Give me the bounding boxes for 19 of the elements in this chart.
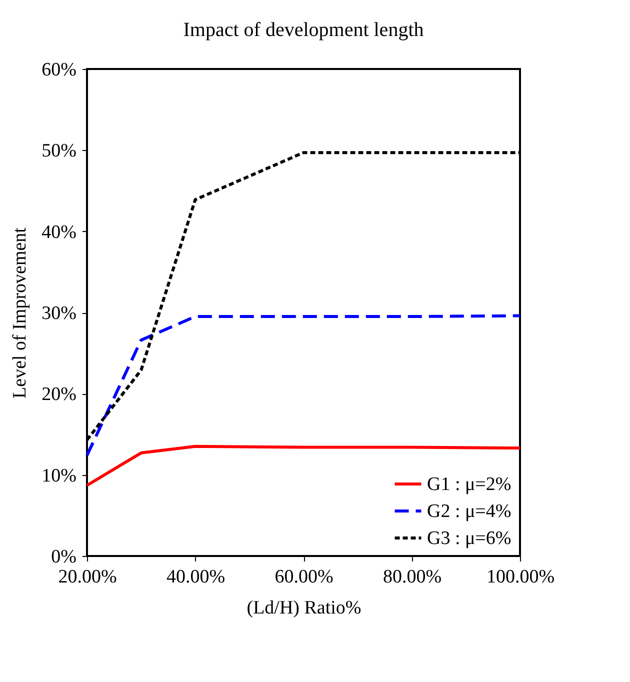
x-tick-label: 80.00% — [382, 566, 442, 588]
y-axis-title: Level of Improvement — [10, 226, 31, 398]
legend-label: G2 : μ=4% — [427, 501, 512, 522]
y-tick-label: 60% — [42, 60, 77, 80]
y-tick-label: 0% — [51, 546, 77, 568]
x-tick-label: 60.00% — [274, 566, 334, 588]
x-tick-label: 100.00% — [486, 566, 555, 588]
x-axis-title: (Ld/H) Ratio% — [246, 598, 362, 618]
x-tick-label: 20.00% — [58, 566, 117, 588]
line-series — [86, 314, 522, 457]
chart-title: Impact of development length — [183, 19, 424, 41]
y-tick-label: 10% — [42, 465, 77, 486]
legend-label: G3 : μ=6% — [427, 528, 512, 549]
y-tick-label: 50% — [42, 140, 77, 162]
x-tick-label: 40.00% — [166, 566, 226, 588]
y-tick-label: 20% — [42, 384, 77, 406]
y-tick-label: 40% — [42, 222, 77, 243]
legend-label: G1 : μ=2% — [427, 474, 512, 495]
y-tick-label: 30% — [42, 303, 77, 324]
